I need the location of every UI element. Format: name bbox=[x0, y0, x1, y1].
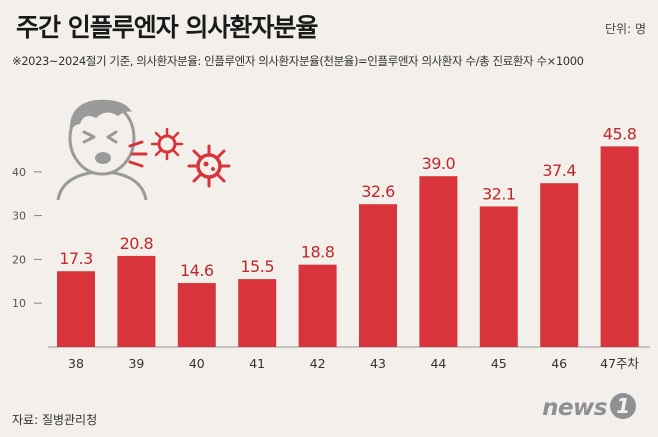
data-label: 32.6 bbox=[361, 182, 395, 201]
x-tick-label: 40 bbox=[189, 356, 205, 371]
data-label: 32.1 bbox=[482, 184, 516, 203]
virus-icon-large bbox=[187, 144, 231, 188]
x-tick-label: 41 bbox=[249, 356, 265, 371]
bar-week-46 bbox=[540, 183, 579, 347]
data-label: 14.6 bbox=[180, 261, 214, 280]
logo-mark: 1 bbox=[610, 393, 636, 419]
x-tick-label: 44 bbox=[430, 356, 446, 371]
bar-week-45 bbox=[479, 206, 518, 347]
y-tick-label: 30 bbox=[12, 210, 26, 223]
subtitle-note: ※2023~2024절기 기준, 의사환자분율: 인플루엔자 의사환자분율(천분… bbox=[12, 54, 584, 68]
sneezing-person-icon bbox=[56, 99, 148, 201]
x-tick-label: 39 bbox=[128, 356, 144, 371]
x-tick-label: 42 bbox=[310, 356, 326, 371]
data-label: 37.4 bbox=[542, 161, 576, 180]
source-note: 자료: 질병관리청 bbox=[12, 413, 98, 427]
data-label: 20.8 bbox=[120, 234, 154, 253]
logo-text: news bbox=[542, 395, 607, 421]
y-tick-label: 40 bbox=[12, 166, 26, 179]
x-tick-label: 38 bbox=[68, 356, 84, 371]
bar-week-40 bbox=[177, 283, 216, 347]
data-label: 45.8 bbox=[603, 124, 637, 143]
x-tick-label: 47주차 bbox=[600, 356, 639, 371]
data-label: 18.8 bbox=[301, 243, 335, 262]
bar-week-41 bbox=[238, 279, 277, 347]
y-tick-label: 10 bbox=[12, 297, 26, 310]
data-label: 17.3 bbox=[59, 249, 93, 268]
virus-icon bbox=[150, 127, 184, 161]
bar-week-42 bbox=[298, 264, 337, 347]
x-tick-label: 43 bbox=[370, 356, 386, 371]
data-label: 15.5 bbox=[240, 257, 274, 276]
page-title: 주간 인플루엔자 의사환자분율 bbox=[16, 13, 318, 42]
x-tick-label: 46 bbox=[551, 356, 567, 371]
bar-week-38 bbox=[57, 271, 95, 347]
y-tick-label: 20 bbox=[12, 253, 26, 266]
news1-logo: news 1 bbox=[542, 393, 636, 421]
bar-week-44 bbox=[419, 176, 458, 347]
data-label: 39.0 bbox=[422, 154, 456, 173]
unit-label: 단위: 명 bbox=[605, 22, 646, 36]
x-tick-label: 45 bbox=[491, 356, 507, 371]
bar-week-43 bbox=[359, 204, 397, 347]
bar-week-47주차 bbox=[600, 146, 639, 347]
bar-week-39 bbox=[117, 255, 156, 347]
